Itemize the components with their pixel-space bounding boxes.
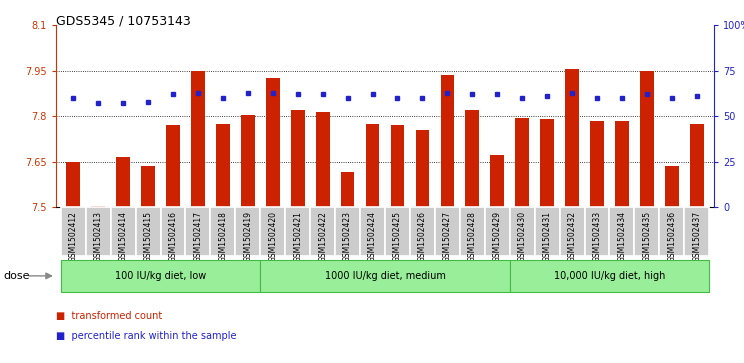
Text: GSM1502425: GSM1502425 [393, 211, 402, 262]
Bar [490, 155, 504, 207]
Bar [416, 130, 429, 207]
Bar [609, 207, 635, 256]
Bar [61, 207, 86, 256]
Bar [66, 162, 80, 207]
Text: GSM1502434: GSM1502434 [618, 211, 626, 262]
Text: dose: dose [4, 271, 31, 281]
Text: 1000 IU/kg diet, medium: 1000 IU/kg diet, medium [324, 271, 446, 281]
Text: GSM1502431: GSM1502431 [542, 211, 551, 262]
Bar [535, 207, 559, 256]
Text: GSM1502421: GSM1502421 [293, 211, 302, 262]
Text: GSM1502432: GSM1502432 [568, 211, 577, 262]
Bar [665, 166, 679, 207]
Bar [659, 207, 684, 256]
Text: GSM1502418: GSM1502418 [219, 211, 228, 262]
Bar [86, 207, 111, 256]
Bar [335, 207, 360, 256]
Text: GSM1502415: GSM1502415 [144, 211, 153, 262]
Text: GSM1502429: GSM1502429 [493, 211, 501, 262]
Bar [684, 207, 709, 256]
Text: ■  transformed count: ■ transformed count [56, 311, 162, 321]
Text: GSM1502420: GSM1502420 [269, 211, 278, 262]
Bar [391, 125, 404, 207]
Bar [516, 118, 529, 207]
Bar [585, 207, 609, 256]
Bar [260, 207, 285, 256]
Bar [341, 172, 354, 207]
Bar [540, 119, 554, 207]
Bar [559, 207, 585, 256]
Text: GSM1502427: GSM1502427 [443, 211, 452, 262]
Bar [191, 71, 205, 207]
Text: GSM1502413: GSM1502413 [94, 211, 103, 262]
Text: 100 IU/kg diet, low: 100 IU/kg diet, low [115, 271, 206, 281]
Bar [360, 207, 385, 256]
Bar [111, 207, 135, 256]
Bar [211, 207, 235, 256]
Text: GSM1502422: GSM1502422 [318, 211, 327, 262]
Text: GSM1502436: GSM1502436 [667, 211, 676, 262]
Bar [565, 69, 579, 207]
Bar [366, 124, 379, 207]
Text: 10,000 IU/kg diet, high: 10,000 IU/kg diet, high [554, 271, 665, 281]
Bar [166, 125, 180, 207]
Bar [266, 78, 280, 207]
Text: ■  percentile rank within the sample: ■ percentile rank within the sample [56, 331, 237, 341]
Bar [440, 75, 455, 207]
Bar [235, 207, 260, 256]
Bar [185, 207, 211, 256]
Bar [615, 121, 629, 207]
Text: GSM1502414: GSM1502414 [118, 211, 128, 262]
Bar [315, 111, 330, 207]
Bar [510, 260, 709, 292]
Bar [116, 157, 130, 207]
Bar [260, 260, 510, 292]
Bar [485, 207, 510, 256]
Bar [590, 121, 604, 207]
Bar [216, 124, 230, 207]
Text: GSM1502423: GSM1502423 [343, 211, 352, 262]
Text: GSM1502437: GSM1502437 [692, 211, 702, 262]
Bar [466, 110, 479, 207]
Text: GSM1502433: GSM1502433 [592, 211, 601, 262]
Bar [460, 207, 485, 256]
Text: GSM1502416: GSM1502416 [169, 211, 178, 262]
Bar [92, 206, 105, 207]
Bar [285, 207, 310, 256]
Text: GSM1502417: GSM1502417 [193, 211, 202, 262]
Bar [510, 207, 535, 256]
Text: GSM1502412: GSM1502412 [68, 211, 78, 262]
Bar [141, 166, 155, 207]
Text: GSM1502424: GSM1502424 [368, 211, 377, 262]
Bar [385, 207, 410, 256]
Text: GSM1502435: GSM1502435 [642, 211, 652, 262]
Text: GSM1502419: GSM1502419 [243, 211, 252, 262]
Bar [291, 110, 304, 207]
Bar [690, 124, 704, 207]
Bar [241, 115, 254, 207]
Bar [640, 71, 654, 207]
Bar [161, 207, 185, 256]
Text: GSM1502426: GSM1502426 [418, 211, 427, 262]
Text: GSM1502428: GSM1502428 [468, 211, 477, 262]
Bar [61, 260, 260, 292]
Text: GSM1502430: GSM1502430 [518, 211, 527, 262]
Bar [435, 207, 460, 256]
Bar [410, 207, 435, 256]
Bar [635, 207, 659, 256]
Text: GDS5345 / 10753143: GDS5345 / 10753143 [56, 15, 190, 28]
Bar [135, 207, 161, 256]
Bar [310, 207, 335, 256]
